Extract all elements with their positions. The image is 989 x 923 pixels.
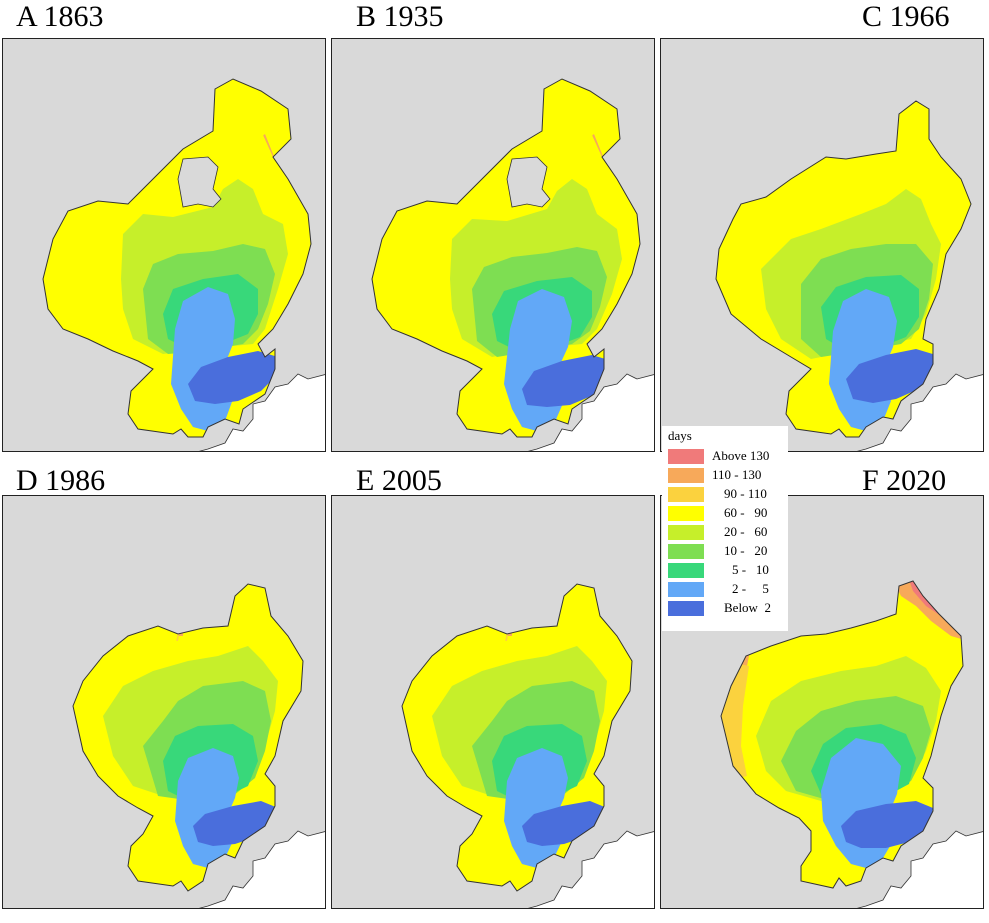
- sea-area: [856, 373, 983, 451]
- zone-90-110-west: [721, 661, 749, 796]
- lake-outline: [720, 580, 964, 889]
- legend-item: 60 - 90: [668, 505, 788, 523]
- legend-item: Above 130: [668, 448, 788, 466]
- sea-area: [198, 373, 325, 451]
- panel-title-d: D 1986: [16, 464, 106, 497]
- legend-swatch: [668, 487, 704, 502]
- legend-swatch: [668, 601, 704, 616]
- legend-label: 5 - 10: [732, 562, 769, 577]
- legend-label: 60 - 90: [724, 505, 768, 520]
- legend-swatch: [668, 563, 704, 578]
- map-panel-b: [331, 38, 655, 452]
- legend-item: 20 - 60: [668, 524, 788, 542]
- sea-area: [527, 830, 654, 908]
- legend-swatch: [668, 544, 704, 559]
- legend-item: 2 - 5: [668, 581, 788, 599]
- legend-item: 90 - 110: [668, 486, 788, 504]
- legend-swatch: [668, 582, 704, 597]
- legend-label: 10 - 20: [724, 543, 768, 558]
- island: [177, 156, 222, 208]
- zone-below-2: [846, 349, 936, 403]
- legend-swatch: [668, 506, 704, 521]
- legend-swatch: [668, 468, 704, 483]
- sea-area: [527, 373, 654, 451]
- legend-swatch: [668, 449, 704, 464]
- lake-outline: [401, 583, 633, 892]
- island: [506, 156, 551, 208]
- lake-outline: [371, 78, 641, 438]
- lake-outline: [715, 100, 972, 438]
- panel-title-b: B 1935: [356, 0, 444, 33]
- ice-days-map-b: [371, 78, 654, 451]
- lake-outline: [72, 583, 304, 892]
- lake-outline: [42, 78, 312, 438]
- legend-label: 20 - 60: [724, 524, 768, 539]
- ice-days-map-e: [401, 583, 654, 908]
- legend-label: 2 - 5: [732, 581, 769, 596]
- map-panel-d: [2, 495, 326, 909]
- panel-title-e: E 2005: [356, 464, 442, 497]
- zone-below-2: [188, 351, 278, 404]
- zone-below-2: [841, 801, 933, 848]
- map-panel-a: [2, 38, 326, 452]
- legend-item: 110 - 130: [668, 467, 788, 485]
- map-panel-e: [331, 495, 655, 909]
- panel-title-a: A 1863: [16, 0, 104, 33]
- sea-area: [198, 830, 325, 908]
- legend-item: 10 - 20: [668, 543, 788, 561]
- legend-item: 5 - 10: [668, 562, 788, 580]
- ice-days-map-d: [72, 583, 325, 908]
- legend-title: days: [668, 428, 692, 443]
- ice-days-map-c: [715, 100, 983, 451]
- legend-item: Below 2: [668, 600, 788, 618]
- sea-area: [856, 830, 983, 908]
- legend-label: 90 - 110: [724, 486, 767, 501]
- legend-label: Below 2: [724, 600, 771, 615]
- map-legend: days Above 130 110 - 130 90 - 110 60 - 9…: [662, 426, 788, 631]
- legend-label: 110 - 130: [712, 467, 762, 482]
- zone-below-2: [522, 355, 612, 407]
- ice-days-map-a: [42, 78, 325, 451]
- panel-title-f: F 2020: [862, 464, 947, 497]
- legend-label: Above 130: [712, 448, 770, 463]
- legend-swatch: [668, 525, 704, 540]
- map-panel-c: [660, 38, 984, 452]
- panel-title-c: C 1966: [862, 0, 950, 33]
